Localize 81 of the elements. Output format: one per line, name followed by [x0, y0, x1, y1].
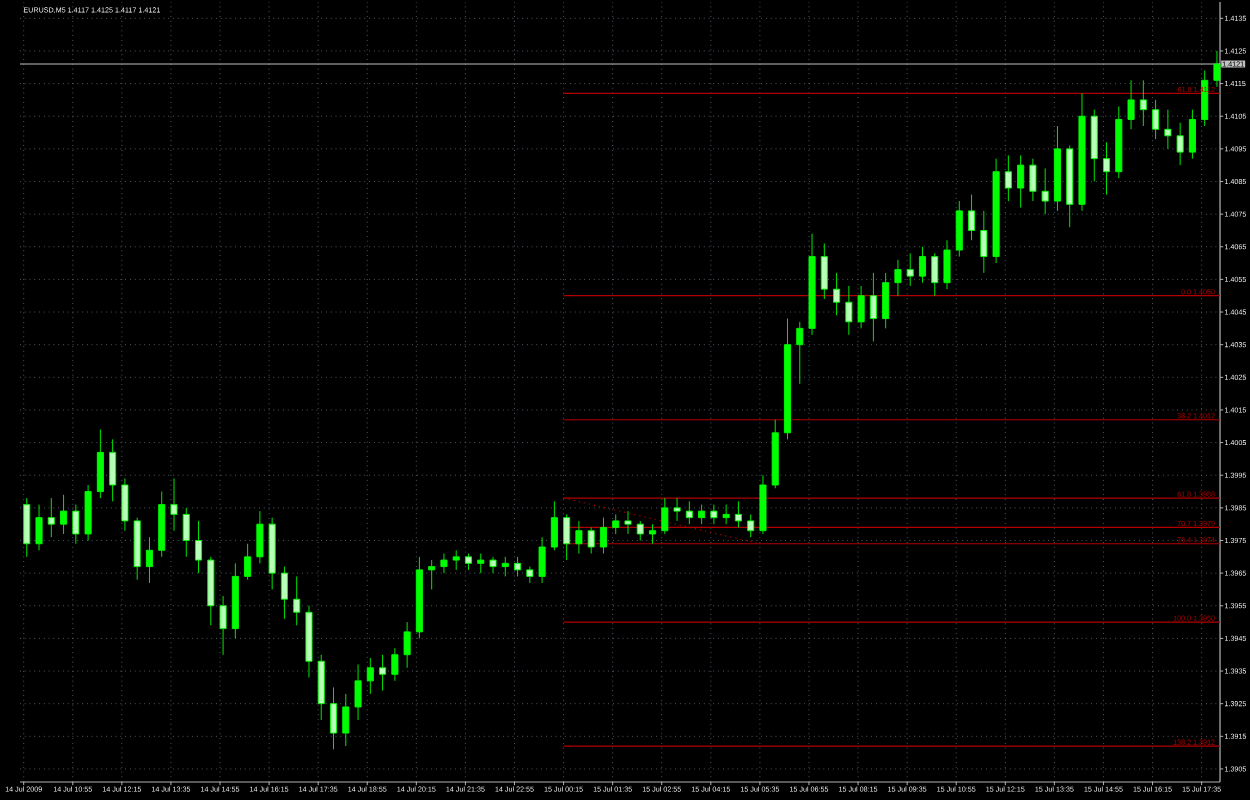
candlestick	[624, 510, 632, 535]
candlestick	[1004, 154, 1012, 202]
candlestick	[452, 549, 460, 571]
candlestick	[60, 494, 68, 535]
candlestick	[906, 252, 914, 287]
candlestick	[489, 556, 497, 574]
candlestick	[759, 474, 767, 535]
candlestick	[84, 484, 92, 541]
candlestick	[820, 243, 828, 300]
candlestick	[195, 520, 203, 574]
candlestick	[1127, 79, 1135, 130]
candlestick	[1041, 167, 1049, 215]
candlestick	[366, 657, 374, 695]
candlestick	[1115, 105, 1123, 179]
candlestick	[1176, 122, 1184, 166]
candlestick	[342, 693, 350, 747]
candlestick	[96, 429, 104, 499]
candlestick	[575, 520, 583, 554]
candlestick	[968, 194, 976, 241]
candlestick	[992, 158, 1000, 264]
candlestick	[305, 605, 313, 679]
candlestick	[649, 523, 657, 545]
candlestick	[403, 621, 411, 669]
candlestick	[1139, 79, 1147, 127]
candlestick	[219, 595, 227, 656]
candlestick	[833, 272, 841, 316]
candlestick	[955, 200, 963, 257]
candlestick	[23, 497, 31, 558]
candlestick	[293, 575, 301, 626]
candlestick	[943, 239, 951, 290]
candlestick	[918, 246, 926, 284]
candlestick	[857, 285, 865, 329]
candlestick	[170, 478, 178, 532]
candlestick	[563, 513, 571, 561]
candlestick	[440, 553, 448, 574]
candlestick	[158, 491, 166, 558]
candlestick	[1152, 99, 1160, 140]
candlestick	[980, 210, 988, 274]
candlestick	[231, 562, 239, 639]
candlestick	[1078, 92, 1086, 212]
candlestick	[747, 513, 755, 538]
candlestick	[673, 497, 681, 522]
candlestick	[1017, 154, 1025, 209]
candlestick	[538, 536, 546, 584]
candlestick	[354, 664, 362, 721]
candlestick	[845, 285, 853, 336]
candlestick	[931, 252, 939, 297]
candlestick	[869, 272, 877, 342]
candlestick	[501, 556, 509, 577]
candlestick	[145, 536, 153, 584]
candlestick	[661, 497, 669, 535]
candlestick	[428, 559, 436, 590]
candlestick	[256, 510, 264, 564]
candlestick	[722, 504, 730, 525]
candlestick	[882, 272, 890, 329]
candlestick	[182, 507, 190, 558]
candlestick	[109, 438, 117, 502]
candlestick	[1090, 109, 1098, 182]
candlestick	[35, 504, 43, 551]
candlestick	[894, 259, 902, 297]
candlestick	[612, 513, 620, 535]
candlestick	[329, 686, 338, 750]
candlestick	[710, 504, 718, 525]
candlestick	[391, 647, 399, 682]
candlestick	[1029, 158, 1037, 202]
candlestick	[587, 526, 595, 554]
candlestick	[599, 517, 607, 554]
candlestick	[379, 654, 387, 692]
candlestick	[1164, 109, 1172, 150]
candlestick	[1213, 50, 1221, 88]
candlestick	[121, 478, 129, 532]
candlestick	[796, 321, 804, 385]
candlestick	[808, 233, 816, 336]
candlestick	[317, 654, 325, 721]
candlestick	[685, 500, 693, 525]
candlestick	[47, 497, 55, 538]
candlestick	[244, 543, 252, 581]
candlestick	[1188, 109, 1196, 160]
candlestick	[1103, 141, 1111, 195]
candlestick	[268, 517, 276, 590]
candlestick	[1053, 125, 1061, 212]
